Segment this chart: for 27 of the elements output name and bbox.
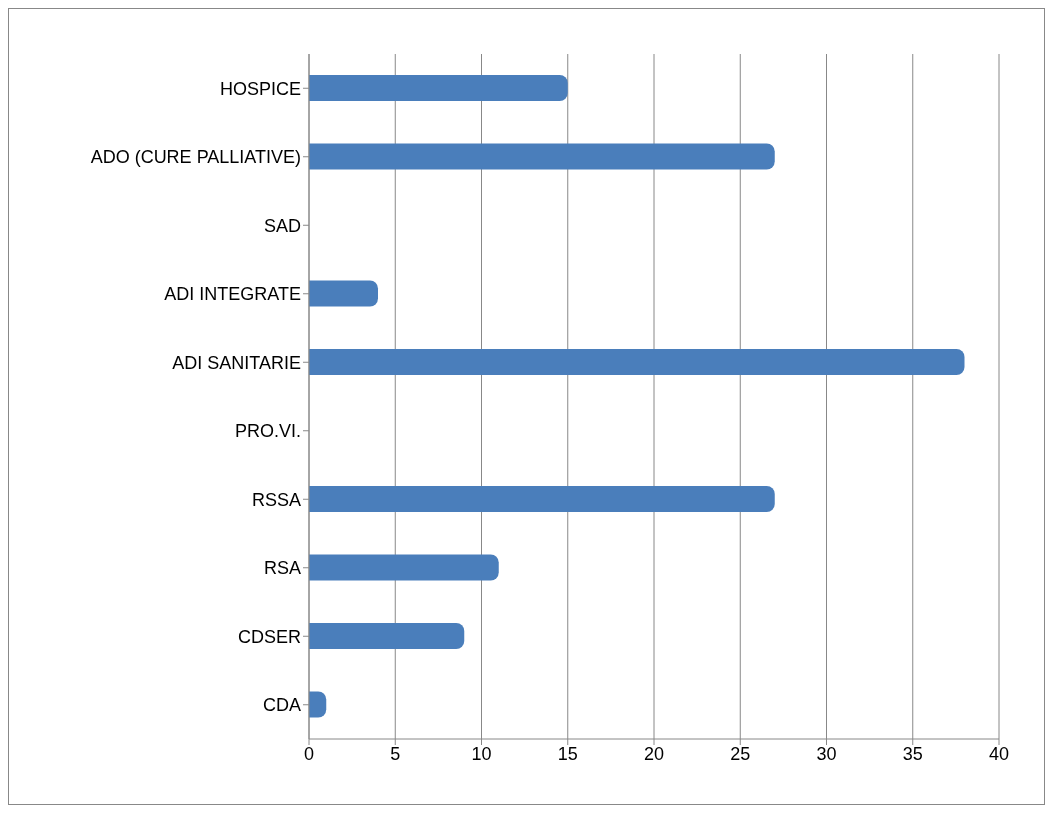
bar: [309, 486, 775, 512]
y-tick-label: SAD: [263, 215, 301, 236]
bar: [309, 75, 568, 101]
bar: [309, 691, 327, 718]
bar: [309, 554, 499, 581]
x-tick-label: 0: [303, 743, 315, 764]
bar: [309, 623, 465, 649]
y-tick-label: PRO.VI.: [234, 421, 301, 442]
x-tick-label: 15: [557, 743, 578, 764]
x-tick-label: 20: [643, 743, 665, 764]
y-tick-label: RSSA: [251, 489, 301, 510]
bar: [309, 349, 965, 375]
bar: [309, 143, 775, 170]
y-tick-label: CDSER: [237, 626, 301, 647]
bar: [309, 280, 378, 307]
x-tick-label: 40: [988, 743, 1010, 764]
x-tick-label: 5: [390, 743, 401, 764]
y-tick-label: ADO (CURE PALLIATIVE): [90, 147, 301, 168]
x-tick-label: 25: [730, 743, 751, 764]
y-tick-label: RSA: [263, 558, 301, 579]
y-tick-label: ADI INTEGRATE: [164, 284, 301, 305]
x-tick-label: 30: [816, 743, 837, 764]
x-tick-label: 35: [902, 743, 923, 764]
y-tick-label: HOSPICE: [219, 78, 301, 99]
x-tick-label: 10: [471, 743, 492, 764]
y-tick-label: ADI SANITARIE: [172, 352, 301, 373]
y-tick-label: CDA: [262, 695, 301, 716]
